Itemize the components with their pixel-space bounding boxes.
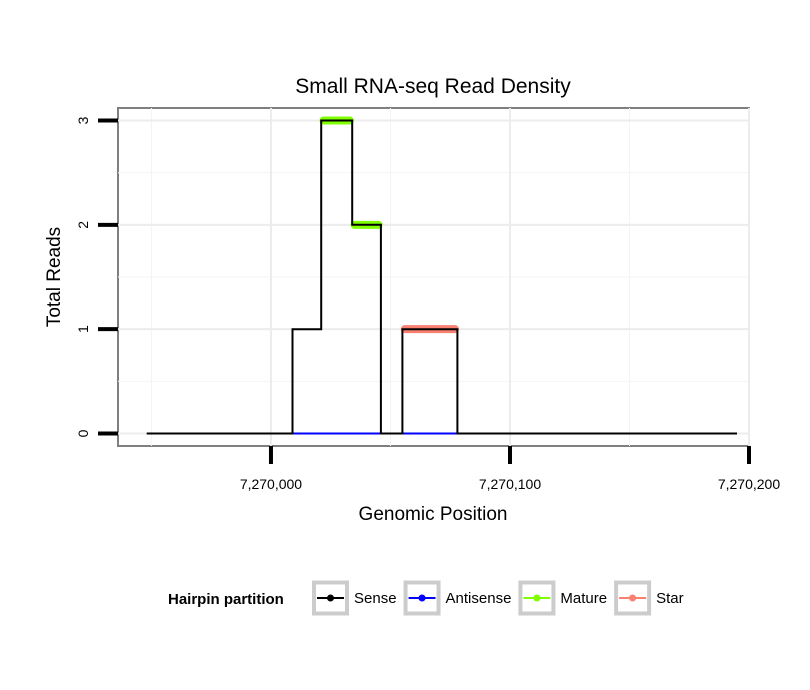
x-tick-label: 7,270,100 xyxy=(479,476,541,492)
y-axis-label: Total Reads xyxy=(44,227,65,327)
legend-label: Star xyxy=(656,590,684,607)
chart-title: Small RNA-seq Read Density xyxy=(295,75,571,98)
legend-label: Mature xyxy=(560,590,607,607)
legend-entry-mature: Mature xyxy=(518,580,607,616)
series-layer xyxy=(146,116,737,435)
legend-title: Hairpin partition xyxy=(168,591,284,608)
legend-entry-antisense: Antisense xyxy=(403,580,512,616)
y-tick-label: 3 xyxy=(75,116,91,124)
legend-key-dot xyxy=(533,594,541,602)
legend-label: Sense xyxy=(354,590,397,607)
legend-key-dot xyxy=(418,594,426,602)
y-tick-label: 1 xyxy=(75,325,91,333)
legend-entry-sense: Sense xyxy=(312,580,397,616)
legend: Hairpin partition Sense Antisense Mature St… xyxy=(168,580,684,616)
y-tick-label: 2 xyxy=(75,221,91,229)
y-tick-label: 0 xyxy=(75,429,91,437)
legend-entry-star: Star xyxy=(614,580,684,616)
x-axis-label: Genomic Position xyxy=(359,504,508,525)
x-tick-label: 7,270,000 xyxy=(240,476,302,492)
legend-label: Antisense xyxy=(446,590,512,607)
legend-key-dot xyxy=(629,594,637,602)
series-sense-line xyxy=(146,119,737,435)
legend-key-dot xyxy=(327,594,334,602)
legend-entries: Sense Antisense Mature Star xyxy=(312,580,684,616)
x-tick-label: 7,270,200 xyxy=(718,476,780,492)
axes: 7,270,000 7,270,100 7,270,200 0 1 2 3 xyxy=(75,116,780,492)
